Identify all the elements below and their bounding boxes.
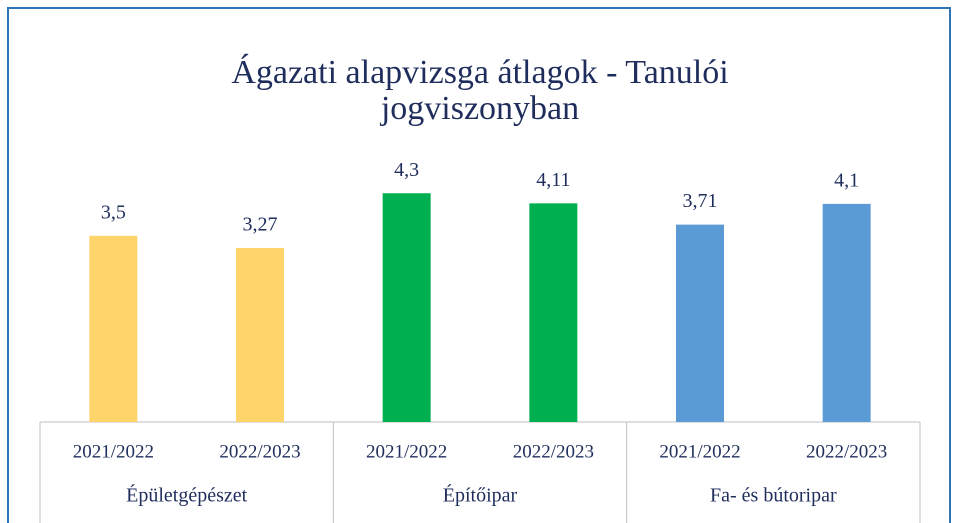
x-tick-label: 2021/2022 [659,441,740,462]
frame [7,7,951,523]
value-label: 4,1 [834,169,859,191]
x-tick-label: 2021/2022 [366,441,447,462]
x-tick-label: 2022/2023 [219,441,300,462]
value-label: 4,11 [536,169,570,191]
x-tick-label: 2022/2023 [513,441,594,462]
value-label: 3,71 [683,190,718,212]
value-label: 3,5 [101,201,126,223]
chart-title: Ágazati alapvizsga átlagok - Tanulói jogv… [231,54,728,127]
bar [382,193,431,422]
x-tick-label: 2022/2023 [806,441,887,462]
bar [89,235,138,422]
group-label: Építőipar [443,484,518,507]
value-label: 3,27 [243,214,278,236]
bar [822,203,871,422]
bar [676,224,724,422]
value-label: 4,3 [394,159,419,181]
x-tick-label: 2021/2022 [73,441,154,462]
bar [236,248,284,422]
bar [529,203,578,422]
group-label: Épületgépészet [126,484,247,507]
group-label: Fa- és bútoripar [710,485,837,507]
